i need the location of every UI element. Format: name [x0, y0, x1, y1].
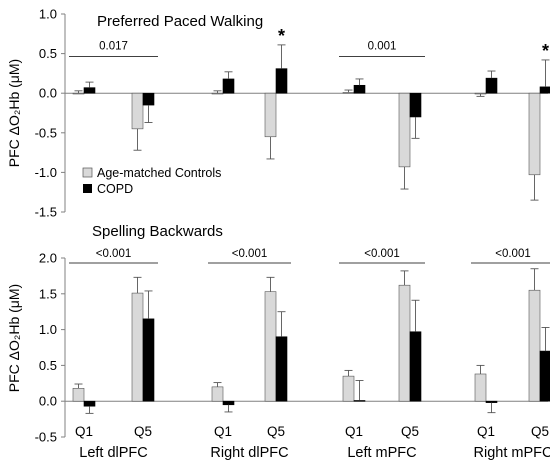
y-tick-label: 1.0 [39, 322, 57, 337]
legend-label-controls: Age-matched Controls [97, 166, 221, 180]
y-tick-label: -0.5 [35, 125, 57, 140]
x-labels: Q1 Q5 Left dlPFC Q1 Q5 Right dlPFC Q1 Q5 Left mP… [75, 424, 550, 461]
bar-controls [528, 289, 541, 402]
x-quintile-label: Q5 [401, 424, 419, 439]
x-quintile-label: Q1 [214, 424, 232, 439]
bars-walking [72, 44, 550, 201]
legend: Age-matched Controls COPD [82, 166, 221, 196]
significance-label: <0.001 [495, 248, 531, 260]
x-quintile-label: Q5 [267, 424, 285, 439]
panel-walking: Preferred Paced Walking PFC ΔO₂Hb (μM) 1… [6, 7, 550, 220]
y-ticks-spelling: 2.0 1.5 1.0 0.5 0.0 -0.5 [35, 251, 548, 445]
bar-controls [131, 92, 144, 130]
bar-copd [222, 78, 235, 94]
y-tick-label: -1.5 [35, 205, 57, 220]
x-quintile-label: Q1 [477, 424, 495, 439]
x-region-label: Right mPFC [474, 445, 550, 461]
bar-controls [211, 92, 224, 95]
bar-copd [222, 400, 235, 406]
panel-title-spelling: Spelling Backwards [92, 223, 223, 240]
significance-label: <0.001 [232, 248, 268, 260]
bar-controls [264, 92, 277, 138]
y-tick-label: 1.5 [39, 286, 57, 301]
significance-walking: 0.017 * 0.001 * [69, 26, 549, 61]
bar-controls [398, 284, 411, 402]
bar-copd [83, 87, 96, 94]
y-ticks-walking: 1.0 0.5 0.0 -0.5 -1.0 -1.5 [35, 7, 548, 220]
significance-label: 0.017 [99, 40, 128, 52]
legend-swatch-controls [82, 167, 93, 178]
bar-controls [474, 373, 487, 402]
y-axis-label-spelling: PFC ΔO₂Hb (μM) [6, 284, 22, 392]
y-tick-label: 1.0 [39, 7, 57, 22]
bar-controls [342, 375, 355, 402]
bar-copd [539, 86, 550, 94]
x-region-label: Right dlPFC [210, 445, 288, 461]
bar-copd [275, 68, 288, 94]
significance-label: <0.001 [96, 248, 132, 260]
bar-copd [485, 77, 498, 94]
significance-spelling: <0.001 <0.001 <0.001 <0.001 [69, 248, 550, 264]
y-tick-label: -0.5 [35, 430, 57, 445]
y-tick-label: 0.5 [39, 358, 57, 373]
bar-copd [83, 400, 96, 407]
y-tick-label: 0.0 [39, 394, 57, 409]
bar-copd [353, 400, 366, 402]
bar-controls [72, 92, 85, 95]
bar-copd [353, 84, 366, 94]
bar-controls [398, 92, 411, 168]
legend-label-copd: COPD [97, 182, 133, 196]
bar-copd [485, 400, 498, 403]
bar-controls [474, 92, 487, 95]
y-tick-label: 0.5 [39, 46, 57, 61]
bar-copd [142, 318, 155, 402]
bar-copd [275, 336, 288, 402]
panel-title-walking: Preferred Paced Walking [97, 13, 263, 30]
significance-star: * [278, 26, 285, 46]
y-tick-label: 2.0 [39, 251, 57, 266]
bar-controls [72, 388, 85, 402]
y-axis-label-walking: PFC ΔO₂Hb (μM) [6, 59, 22, 167]
bar-controls [264, 291, 277, 402]
y-tick-label: -1.0 [35, 165, 57, 180]
panel-spelling: Spelling Backwards PFC ΔO₂Hb (μM) 2.0 1.5… [6, 223, 550, 461]
significance-label: 0.001 [368, 40, 397, 52]
bar-copd [409, 331, 422, 402]
bar-controls [211, 386, 224, 402]
significance-label: <0.001 [364, 248, 400, 260]
x-quintile-label: Q1 [75, 424, 93, 439]
bar-copd [539, 350, 550, 402]
x-quintile-label: Q1 [345, 424, 363, 439]
legend-swatch-copd [83, 184, 92, 193]
bars-spelling [72, 268, 550, 414]
bar-controls [342, 92, 355, 94]
x-region-label: Left dlPFC [79, 445, 148, 461]
x-quintile-label: Q5 [134, 424, 152, 439]
x-quintile-label: Q5 [531, 424, 549, 439]
bar-copd [409, 92, 422, 118]
significance-star: * [542, 41, 549, 61]
x-region-label: Left mPFC [347, 445, 416, 461]
bar-controls [528, 92, 541, 176]
bar-controls [131, 292, 144, 402]
bar-copd [142, 92, 155, 106]
y-tick-label: 0.0 [39, 86, 57, 101]
